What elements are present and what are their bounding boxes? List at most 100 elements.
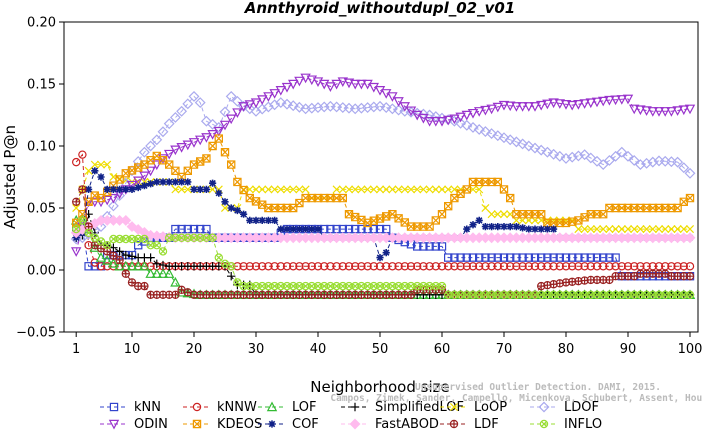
cof-point: [537, 225, 545, 233]
odin-point: [244, 100, 256, 110]
odin-point: [424, 116, 435, 127]
loop-point: [574, 225, 583, 234]
inflo-point: [685, 290, 695, 299]
inflo-point: [437, 281, 447, 291]
knnw-point: [425, 262, 434, 271]
odin-point: [151, 160, 163, 171]
knnw-point: [320, 262, 329, 271]
inflo-point: [586, 290, 596, 299]
knn-point: [549, 253, 558, 262]
inflo-point: [549, 290, 558, 299]
cof-point: [481, 223, 489, 231]
loop-point: [654, 225, 664, 234]
knnw-point: [251, 262, 261, 271]
odin-point: [349, 79, 361, 90]
ldof-point: [684, 167, 696, 179]
inflo-point: [313, 281, 323, 291]
loop-point: [289, 185, 298, 194]
legend-marker: [449, 402, 459, 412]
legend-item-odin: ODIN: [100, 417, 168, 432]
cof-point: [302, 225, 310, 233]
simplifiedlof-point: [121, 250, 130, 260]
cof-point: [500, 223, 508, 231]
inflo-point: [375, 281, 385, 291]
knnw-point: [326, 262, 335, 271]
odin-point: [610, 95, 621, 106]
inflo-point: [475, 290, 484, 299]
kdeos-point: [214, 134, 223, 143]
odin-point: [139, 171, 150, 182]
legend-item-ldof: LDOF: [530, 400, 599, 415]
chart-title: Annthyroid_withoutdupl_02_v01: [244, 0, 516, 17]
knn-point: [592, 253, 602, 262]
cof-point: [308, 225, 316, 233]
inflo-point: [282, 281, 292, 291]
odin-point: [542, 99, 553, 110]
loop-line: [75, 164, 690, 230]
odin-point: [635, 105, 646, 116]
loop-point: [295, 185, 304, 194]
ldof-point: [610, 150, 622, 162]
knn-point: [481, 253, 490, 262]
inflo-point: [202, 233, 211, 242]
odin-point: [232, 108, 243, 118]
cof-point: [463, 225, 471, 233]
loop-point: [679, 225, 688, 234]
inflo-point: [400, 281, 410, 291]
knnw-point: [258, 262, 267, 271]
inflo-point: [623, 290, 633, 299]
knn-point: [84, 262, 93, 271]
loop-point: [493, 210, 502, 219]
ldof-point: [374, 100, 386, 112]
loop-point: [382, 185, 391, 194]
inflo-point: [654, 290, 664, 299]
odin-point: [585, 98, 597, 109]
inflo-point: [630, 290, 639, 299]
odin-point: [275, 85, 287, 96]
x-tick-label: 20: [186, 342, 203, 357]
kdeos-point: [462, 185, 471, 194]
inflo-point: [351, 281, 360, 291]
cof-point: [103, 185, 111, 193]
knnw-point: [543, 262, 552, 271]
loop-point: [425, 185, 434, 194]
simplifiedlof-point: [127, 252, 137, 261]
ldf-point: [115, 255, 124, 265]
loop-point: [413, 185, 422, 194]
knnw-point: [468, 262, 478, 271]
ldof-point: [455, 117, 467, 129]
odin-point: [504, 101, 516, 112]
ldof-point: [132, 156, 144, 167]
kdeos-point: [537, 210, 546, 219]
legend-item-fastabod: FastABOD: [341, 417, 439, 432]
ldof-point: [504, 134, 516, 146]
odin-point: [194, 135, 206, 146]
cof-point: [233, 206, 241, 215]
loop-point: [388, 185, 397, 194]
simplifiedlof-point: [158, 260, 168, 270]
odin-point: [449, 114, 460, 125]
legend-label: kNNW: [217, 400, 257, 415]
inflo-point: [642, 290, 651, 299]
lof-point: [170, 276, 181, 287]
inflo-point: [152, 241, 162, 250]
ldof-point: [293, 101, 305, 113]
ldof-point: [219, 106, 231, 118]
knnw-point: [456, 262, 465, 271]
inflo-point: [518, 290, 527, 299]
loop-point: [475, 185, 484, 194]
knnw-point: [462, 262, 471, 271]
inflo-point: [115, 234, 124, 244]
cof-point: [543, 225, 551, 233]
inflo-point: [493, 290, 503, 299]
inflo-point: [382, 281, 391, 291]
cof-point: [165, 178, 173, 186]
kdeos-point: [685, 193, 695, 203]
loop-point: [301, 185, 310, 194]
legend-marker: [268, 420, 276, 428]
knn-point: [574, 253, 583, 262]
kdeos-point: [202, 154, 211, 163]
cof-point: [85, 185, 93, 193]
knn-point: [444, 253, 453, 262]
